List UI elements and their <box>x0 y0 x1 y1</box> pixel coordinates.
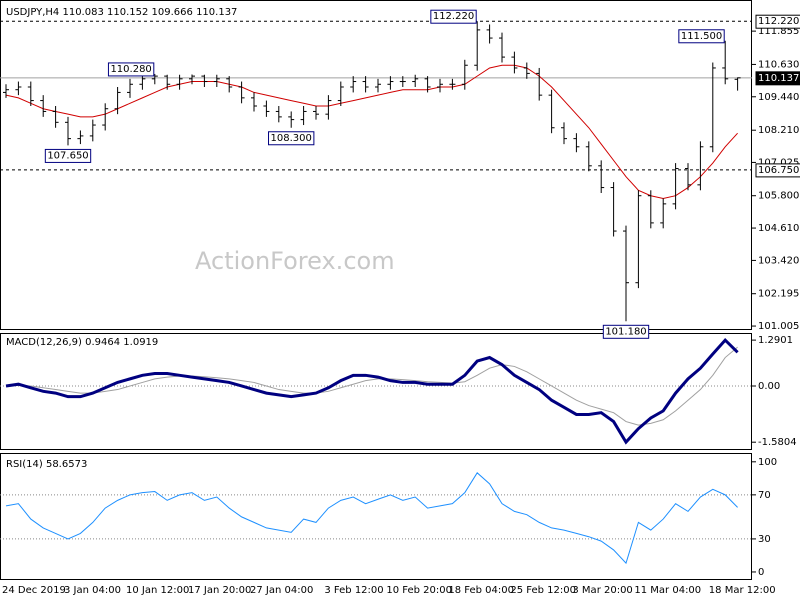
y-tick-label: 103.420 <box>758 255 799 266</box>
x-tick-label: 11 Mar 04:00 <box>634 585 701 596</box>
label-box <box>755 163 800 178</box>
y-tick-label: 107.025 <box>758 157 799 168</box>
x-tick-label: 10 Jan 12:00 <box>126 585 189 596</box>
label-box <box>678 29 725 44</box>
high-label: 110.280 <box>110 64 151 75</box>
level-label: 112.220 <box>758 16 799 27</box>
x-tick-label: 3 Jan 04:00 <box>64 585 121 596</box>
x-tick-label: 10 Feb 20:00 <box>386 585 452 596</box>
chart-title: USDJPY,H4 110.083 110.152 109.666 110.13… <box>6 7 237 18</box>
y-tick-label: 102.195 <box>758 289 799 300</box>
last-price-label: 110.137 <box>758 73 799 84</box>
y-tick-label: 70 <box>758 490 771 501</box>
x-tick-label: 17 Jan 20:00 <box>188 585 251 596</box>
macd-title: MACD(12,26,9) 0.9464 1.0919 <box>6 337 158 348</box>
low-label: 101.180 <box>605 326 646 337</box>
x-tick-label: 27 Jan 04:00 <box>250 585 313 596</box>
high-label: 111.500 <box>681 31 722 42</box>
price-panel <box>0 0 752 330</box>
indicator-line <box>5 472 738 565</box>
label-box <box>44 148 92 163</box>
indicator-line <box>5 346 738 426</box>
high-label: 112.220 <box>433 11 474 22</box>
indicator-line <box>5 337 739 445</box>
watermark: ActionForex.com <box>195 247 395 275</box>
y-tick-label: 0 <box>758 567 764 578</box>
label-box <box>602 324 650 339</box>
x-tick-label: 18 Mar 12:00 <box>709 585 776 596</box>
y-tick-label: -1.5804 <box>758 437 797 448</box>
y-tick-label: 101.005 <box>758 321 799 332</box>
y-tick-label: 110.630 <box>758 59 799 70</box>
level-label: 106.750 <box>758 165 799 176</box>
y-tick-label: 108.210 <box>758 125 799 136</box>
y-tick-label: 109.440 <box>758 92 799 103</box>
label-box <box>107 62 155 77</box>
rsi-title: RSI(14) 58.6573 <box>6 459 87 470</box>
x-tick-label: 3 Feb 12:00 <box>324 585 383 596</box>
y-tick-label: 30 <box>758 534 771 545</box>
x-tick-label: 24 Dec 2019 <box>2 585 66 596</box>
y-tick-label: 105.800 <box>758 191 799 202</box>
moving-average <box>5 64 738 199</box>
x-tick-label: 18 Feb 04:00 <box>448 585 514 596</box>
y-tick-label: 1.2901 <box>758 335 793 346</box>
y-tick-label: 104.610 <box>758 223 799 234</box>
macd-panel <box>0 333 752 450</box>
label-box <box>755 14 800 29</box>
label-box <box>268 131 315 146</box>
label-box <box>755 71 800 86</box>
label-box <box>430 9 477 24</box>
y-tick-label: 0.00 <box>758 381 780 392</box>
x-tick-label: 3 Mar 20:00 <box>572 585 632 596</box>
y-tick-label: 111.855 <box>758 26 799 37</box>
low-label: 108.300 <box>271 133 312 144</box>
rsi-panel <box>0 453 752 580</box>
low-label: 107.650 <box>47 150 88 161</box>
x-tick-label: 25 Feb 12:00 <box>510 585 576 596</box>
y-tick-label: 100 <box>758 457 777 468</box>
